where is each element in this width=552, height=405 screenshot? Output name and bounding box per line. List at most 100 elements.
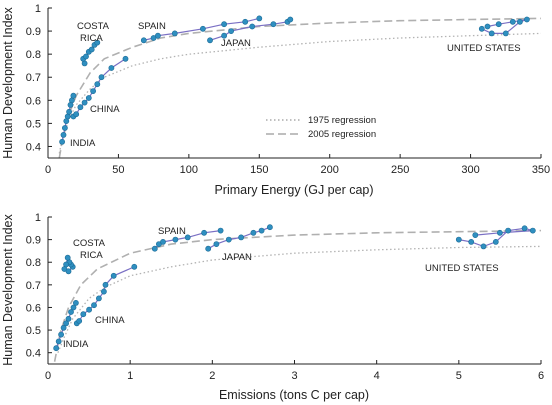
data-point bbox=[76, 318, 83, 324]
data-point bbox=[478, 25, 485, 32]
data-point bbox=[266, 224, 273, 231]
y-tick-label: 0.6 bbox=[26, 95, 41, 107]
label-china: CHINA bbox=[90, 104, 120, 115]
data-point bbox=[110, 272, 117, 279]
label-japan: JAPAN bbox=[222, 252, 252, 263]
data-point bbox=[53, 345, 60, 352]
label-spain: SPAIN bbox=[138, 21, 166, 32]
y-tick-label: 0.6 bbox=[26, 302, 41, 314]
data-point bbox=[96, 295, 102, 302]
x-tick-label: 350 bbox=[532, 164, 550, 176]
panel-emissions: 0.4 0.5 0.6 0.7 0.8 0.9 1 0 1 2 3 4 5 6 Human Develo… bbox=[1, 212, 544, 402]
y-tick-label: 0.5 bbox=[26, 118, 41, 130]
data-point bbox=[207, 37, 213, 44]
data-point bbox=[480, 243, 487, 250]
series-japan bbox=[205, 224, 273, 252]
label-costa: COSTA bbox=[73, 238, 106, 249]
data-point bbox=[184, 234, 191, 241]
x-tick-label: 1 bbox=[127, 370, 133, 382]
data-point bbox=[68, 309, 74, 315]
data-point bbox=[455, 236, 462, 243]
data-point bbox=[258, 227, 265, 234]
y-axis-title: Human Development Index bbox=[1, 214, 15, 366]
x-tick-label: 250 bbox=[391, 164, 409, 176]
data-series bbox=[59, 15, 530, 145]
y-ticks: 0.4 0.5 0.6 0.7 0.8 0.9 1 bbox=[26, 3, 52, 153]
data-series bbox=[53, 224, 536, 352]
data-point bbox=[521, 225, 528, 232]
label-rica: RICA bbox=[80, 33, 103, 44]
data-point bbox=[495, 21, 502, 28]
series-line bbox=[73, 58, 126, 117]
label-united-states: UNITED STATES bbox=[447, 43, 521, 54]
y-tick-label: 1 bbox=[35, 212, 41, 224]
data-point bbox=[287, 16, 294, 23]
regression-lines bbox=[58, 17, 542, 159]
y-axis-title: Human Development Index bbox=[1, 7, 15, 159]
data-point bbox=[221, 32, 227, 39]
data-point bbox=[172, 236, 179, 243]
data-point bbox=[59, 138, 65, 145]
label-rica: RICA bbox=[80, 250, 103, 261]
label-china: CHINA bbox=[95, 315, 125, 326]
data-point bbox=[77, 104, 84, 111]
x-axis-title: Primary Energy (GJ per cap) bbox=[214, 183, 373, 197]
y-tick-label: 0.7 bbox=[26, 280, 41, 292]
x-tick-label: 0 bbox=[45, 164, 51, 176]
regression-lines bbox=[53, 229, 542, 362]
data-point bbox=[86, 306, 92, 313]
data-point bbox=[221, 21, 227, 28]
data-point bbox=[472, 232, 479, 238]
data-point bbox=[94, 81, 101, 88]
data-point bbox=[160, 238, 166, 245]
series-line bbox=[76, 266, 135, 324]
data-point bbox=[496, 229, 503, 236]
label-united-states: UNITED STATES bbox=[425, 263, 499, 274]
label-japan: JAPAN bbox=[221, 38, 251, 49]
label-india: INDIA bbox=[70, 138, 96, 149]
data-point bbox=[505, 227, 511, 234]
data-point bbox=[81, 99, 88, 106]
data-point bbox=[199, 25, 206, 32]
data-point bbox=[80, 311, 87, 318]
data-point bbox=[60, 131, 67, 138]
series-united-states bbox=[478, 16, 530, 37]
data-point bbox=[171, 30, 178, 37]
x-tick-label: 0 bbox=[45, 370, 51, 382]
data-point bbox=[238, 234, 244, 241]
data-point bbox=[249, 23, 256, 30]
y-tick-label: 0.8 bbox=[26, 257, 41, 269]
label-india: INDIA bbox=[63, 339, 89, 350]
data-point bbox=[88, 46, 95, 53]
data-point bbox=[65, 268, 72, 275]
data-point bbox=[101, 288, 107, 295]
data-point bbox=[488, 30, 495, 37]
series-india bbox=[59, 92, 77, 145]
x-tick-label: 6 bbox=[538, 370, 544, 382]
data-point bbox=[250, 229, 257, 236]
y-tick-label: 0.8 bbox=[26, 49, 41, 61]
data-point bbox=[140, 37, 147, 44]
data-point bbox=[201, 229, 207, 236]
x-tick-label: 100 bbox=[180, 164, 198, 176]
data-point bbox=[524, 16, 530, 23]
data-point bbox=[90, 88, 96, 94]
x-ticks: 0 1 2 3 4 5 6 bbox=[45, 360, 544, 382]
series-japan bbox=[207, 16, 294, 44]
y-tick-label: 0.9 bbox=[26, 235, 41, 247]
legend: 1975 regression 2005 regression bbox=[266, 115, 376, 140]
data-point bbox=[58, 331, 64, 338]
label-spain: SPAIN bbox=[158, 226, 186, 237]
data-point bbox=[64, 113, 71, 120]
series-spain bbox=[140, 15, 263, 44]
x-tick-label: 4 bbox=[374, 370, 380, 382]
series-united-states bbox=[455, 225, 536, 250]
data-point bbox=[85, 95, 92, 101]
data-point bbox=[492, 238, 499, 245]
data-point bbox=[502, 30, 509, 37]
data-point bbox=[228, 28, 234, 34]
series-india bbox=[53, 299, 79, 352]
x-tick-label: 50 bbox=[112, 164, 124, 176]
y-tick-label: 0.9 bbox=[26, 26, 41, 38]
